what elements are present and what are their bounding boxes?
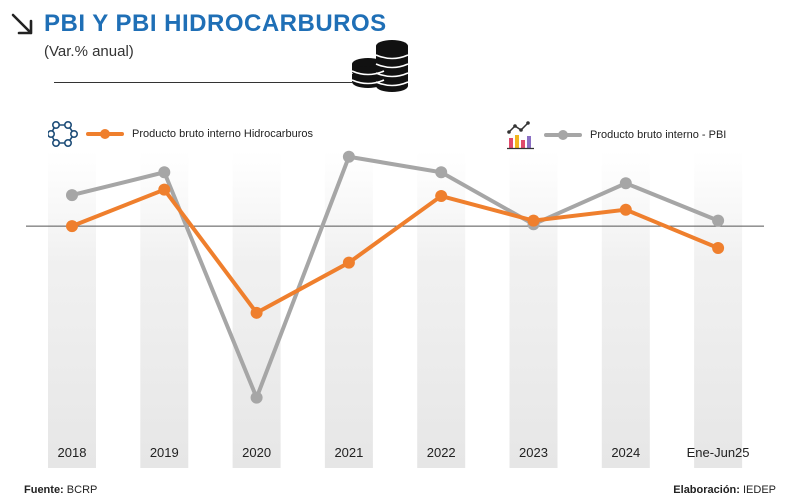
molecule-icon [48,120,78,147]
x-tick-label: 2024 [611,445,640,460]
legend-label-hydro: Producto bruto interno Hidrocarburos [132,128,313,140]
legend-gdp: Producto bruto interno - PBI [506,120,726,150]
data-point-hydrocarbons [712,242,725,255]
title-divider [54,82,352,83]
data-point-hydrocarbons [342,256,355,269]
data-point-gdp [342,150,355,163]
data-point-hydrocarbons [66,220,78,233]
source-note: Fuente: BCRP [24,484,97,496]
x-tick-label: 2018 [58,445,87,460]
data-point-gdp [250,391,263,404]
source-label: Fuente: [24,484,64,496]
category-column [694,150,743,468]
chart-header: PBI Y PBI HIDROCARBUROS (Var.% anual) [10,10,410,83]
chart-title: PBI Y PBI HIDROCARBUROS [44,10,387,37]
analytics-chart-icon [507,121,534,150]
x-tick-label: 2021 [334,445,363,460]
x-tick-label: 2023 [519,445,548,460]
source-value: BCRP [66,484,98,496]
data-point-hydrocarbons [158,183,171,196]
x-tick-label: Ene-Jun25 [687,445,750,460]
credit-label: Elaboración: [673,484,740,496]
credit-value: IEDEP [742,484,776,496]
coins-stack-icon [351,40,409,92]
x-tick-label: 2019 [150,445,179,460]
data-point-gdp [66,189,78,202]
category-column [509,150,558,468]
data-point-gdp [435,166,448,179]
legend-marker-hydro [86,129,124,139]
arrow-down-right-icon [11,13,33,35]
data-point-gdp [619,177,632,190]
legend-marker-gdp [544,130,582,140]
x-tick-label: 2020 [242,445,271,460]
data-point-hydrocarbons [619,203,632,216]
legend-label-gdp: Producto bruto interno - PBI [590,129,727,141]
series-line-hydrocarbons [71,187,719,316]
category-column [601,150,650,468]
data-point-hydrocarbons [527,214,540,227]
chart-subtitle: (Var.% anual) [44,43,134,60]
data-point-gdp [158,166,171,179]
data-point-gdp [712,214,725,227]
category-column [417,150,466,468]
x-tick-label: 2022 [427,445,456,460]
category-column [140,150,189,468]
data-point-hydrocarbons [435,190,448,203]
credit-note: Elaboración: IEDEP [673,484,776,496]
data-point-hydrocarbons [250,306,263,319]
category-column [48,150,96,468]
legend-hydrocarbons: Producto bruto interno Hidrocarburos [48,120,313,148]
